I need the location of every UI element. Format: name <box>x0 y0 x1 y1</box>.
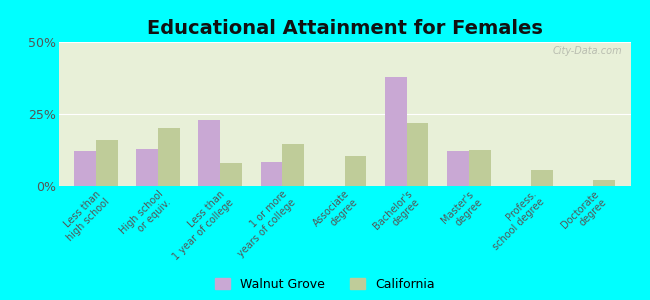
Bar <box>220 163 242 186</box>
Legend: Walnut Grove, California: Walnut Grove, California <box>215 278 435 291</box>
Bar <box>469 150 491 186</box>
Bar <box>198 120 220 186</box>
Bar <box>136 148 158 186</box>
Bar <box>282 144 304 186</box>
Bar <box>531 170 552 186</box>
Bar <box>261 161 282 186</box>
Text: City-Data.com: City-Data.com <box>552 46 622 56</box>
Bar <box>407 123 428 186</box>
Bar <box>74 152 96 186</box>
Bar <box>385 76 407 186</box>
Bar <box>447 152 469 186</box>
Bar <box>593 180 615 186</box>
Bar <box>344 156 366 186</box>
Bar <box>158 128 180 186</box>
Bar <box>96 140 118 186</box>
Title: Educational Attainment for Females: Educational Attainment for Females <box>146 19 543 38</box>
